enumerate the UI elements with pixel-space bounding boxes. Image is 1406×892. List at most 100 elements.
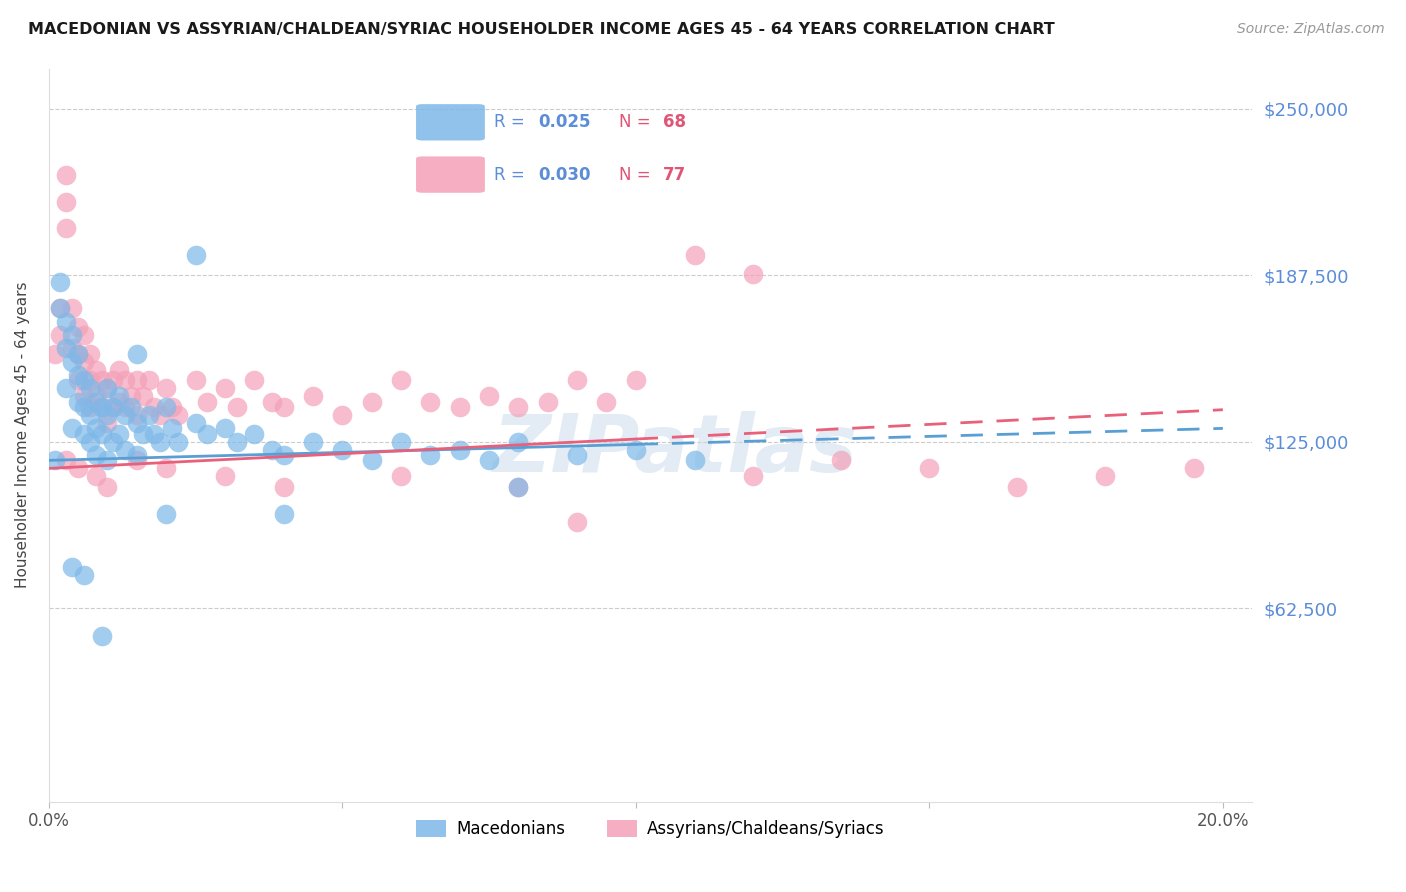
Point xyxy=(214,421,236,435)
Point xyxy=(419,448,441,462)
Point xyxy=(114,400,136,414)
Point xyxy=(67,394,90,409)
Point xyxy=(49,275,72,289)
Point xyxy=(225,434,247,449)
Point xyxy=(84,469,107,483)
Point xyxy=(55,221,77,235)
Point xyxy=(73,426,96,441)
Point xyxy=(67,373,90,387)
Point xyxy=(918,461,941,475)
Point xyxy=(143,400,166,414)
Point xyxy=(108,394,131,409)
Point xyxy=(73,568,96,582)
Point xyxy=(508,480,530,494)
Point xyxy=(537,394,560,409)
Point xyxy=(131,426,153,441)
Point xyxy=(60,560,83,574)
Legend: Macedonians, Assyrians/Chaldeans/Syriacs: Macedonians, Assyrians/Chaldeans/Syriacs xyxy=(409,813,891,845)
Point xyxy=(624,373,647,387)
Point xyxy=(67,461,90,475)
Point xyxy=(149,434,172,449)
Point xyxy=(302,389,325,403)
Point xyxy=(160,421,183,435)
Point xyxy=(565,373,588,387)
Point xyxy=(108,426,131,441)
Point xyxy=(55,453,77,467)
Point xyxy=(683,453,706,467)
Point xyxy=(160,400,183,414)
Point xyxy=(108,389,131,403)
Point xyxy=(67,347,90,361)
Point xyxy=(120,400,142,414)
Point xyxy=(1094,469,1116,483)
Point xyxy=(138,373,160,387)
Point xyxy=(114,442,136,457)
Point xyxy=(125,408,148,422)
Text: ZIPatlas: ZIPatlas xyxy=(492,410,858,489)
Point xyxy=(55,315,77,329)
Point xyxy=(90,400,112,414)
Point xyxy=(508,434,530,449)
Point xyxy=(565,515,588,529)
Point xyxy=(84,448,107,462)
Point xyxy=(449,400,471,414)
Point xyxy=(273,448,295,462)
Point xyxy=(49,301,72,316)
Point xyxy=(214,381,236,395)
Point xyxy=(195,394,218,409)
Point xyxy=(114,408,136,422)
Point xyxy=(302,434,325,449)
Point xyxy=(389,373,412,387)
Point xyxy=(624,442,647,457)
Point xyxy=(73,373,96,387)
Point xyxy=(125,453,148,467)
Point xyxy=(90,373,112,387)
Point xyxy=(155,381,177,395)
Point xyxy=(360,394,382,409)
Point xyxy=(108,363,131,377)
Point xyxy=(273,480,295,494)
Point xyxy=(155,461,177,475)
Point xyxy=(478,453,501,467)
Point xyxy=(55,168,77,182)
Point xyxy=(79,400,101,414)
Point xyxy=(73,328,96,343)
Point xyxy=(138,408,160,422)
Point xyxy=(184,248,207,262)
Point xyxy=(243,373,266,387)
Point xyxy=(360,453,382,467)
Point xyxy=(830,453,852,467)
Point xyxy=(79,381,101,395)
Point xyxy=(103,434,125,449)
Point xyxy=(96,408,118,422)
Point xyxy=(73,355,96,369)
Point xyxy=(389,469,412,483)
Point xyxy=(225,400,247,414)
Text: MACEDONIAN VS ASSYRIAN/CHALDEAN/SYRIAC HOUSEHOLDER INCOME AGES 45 - 64 YEARS COR: MACEDONIAN VS ASSYRIAN/CHALDEAN/SYRIAC H… xyxy=(28,22,1054,37)
Point xyxy=(84,421,107,435)
Point xyxy=(60,342,83,356)
Point xyxy=(273,400,295,414)
Point xyxy=(96,480,118,494)
Point xyxy=(84,363,107,377)
Point xyxy=(565,448,588,462)
Point xyxy=(243,426,266,441)
Point xyxy=(79,347,101,361)
Point xyxy=(55,194,77,209)
Point xyxy=(1007,480,1029,494)
Point xyxy=(60,421,83,435)
Point xyxy=(742,267,765,281)
Point xyxy=(508,480,530,494)
Point xyxy=(131,389,153,403)
Point xyxy=(67,368,90,382)
Point xyxy=(73,389,96,403)
Point xyxy=(330,408,353,422)
Point xyxy=(44,453,66,467)
Point xyxy=(96,416,118,430)
Point xyxy=(84,394,107,409)
Point xyxy=(155,400,177,414)
Text: Source: ZipAtlas.com: Source: ZipAtlas.com xyxy=(1237,22,1385,37)
Point xyxy=(96,381,118,395)
Point xyxy=(79,408,101,422)
Point xyxy=(120,389,142,403)
